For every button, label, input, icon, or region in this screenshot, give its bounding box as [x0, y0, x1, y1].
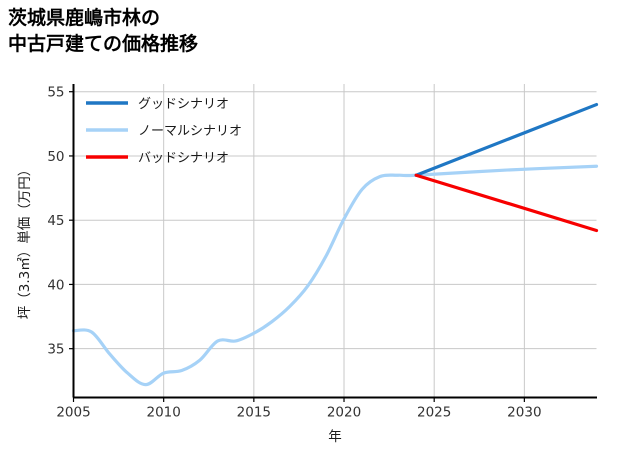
y-tick-label: 35 [47, 342, 64, 358]
x-tick-group: 2005 2010 2015 2020 2025 2030 [56, 397, 542, 421]
legend-label-ノーマルシナリオ: ノーマルシナリオ [138, 124, 242, 139]
x-tick-label: 2020 [327, 405, 361, 421]
series-line-バッドシナリオ [414, 173, 599, 233]
series-line-ノーマルシナリオ [71, 164, 599, 387]
x-tick-label: 2030 [507, 405, 541, 421]
legend-label-グッドシナリオ: グッドシナリオ [138, 97, 229, 112]
y-axis-title: 坪（3.3㎡）単価（万円） [17, 163, 33, 319]
x-tick-label: 2025 [417, 405, 451, 421]
y-tick-label: 40 [47, 277, 64, 293]
y-tick-label: 50 [47, 149, 64, 165]
axis-spines [72, 84, 597, 399]
x-tick-label: 2005 [56, 405, 90, 421]
series-line-グッドシナリオ [414, 102, 599, 177]
y-tick-group: 35 40 45 50 55 [47, 85, 74, 358]
chart-title: 茨城県鹿嶋市林の 中古戸建ての価格推移 [8, 8, 199, 55]
legend-label-バッドシナリオ: バッドシナリオ [138, 151, 229, 166]
y-tick-label: 55 [47, 85, 64, 101]
gridlines [73, 84, 597, 398]
x-tick-label: 2010 [146, 405, 180, 421]
x-tick-label: 2015 [237, 405, 271, 421]
y-tick-label: 45 [47, 213, 64, 229]
data-series-group [71, 102, 599, 387]
x-axis-title: 年 [328, 429, 342, 445]
